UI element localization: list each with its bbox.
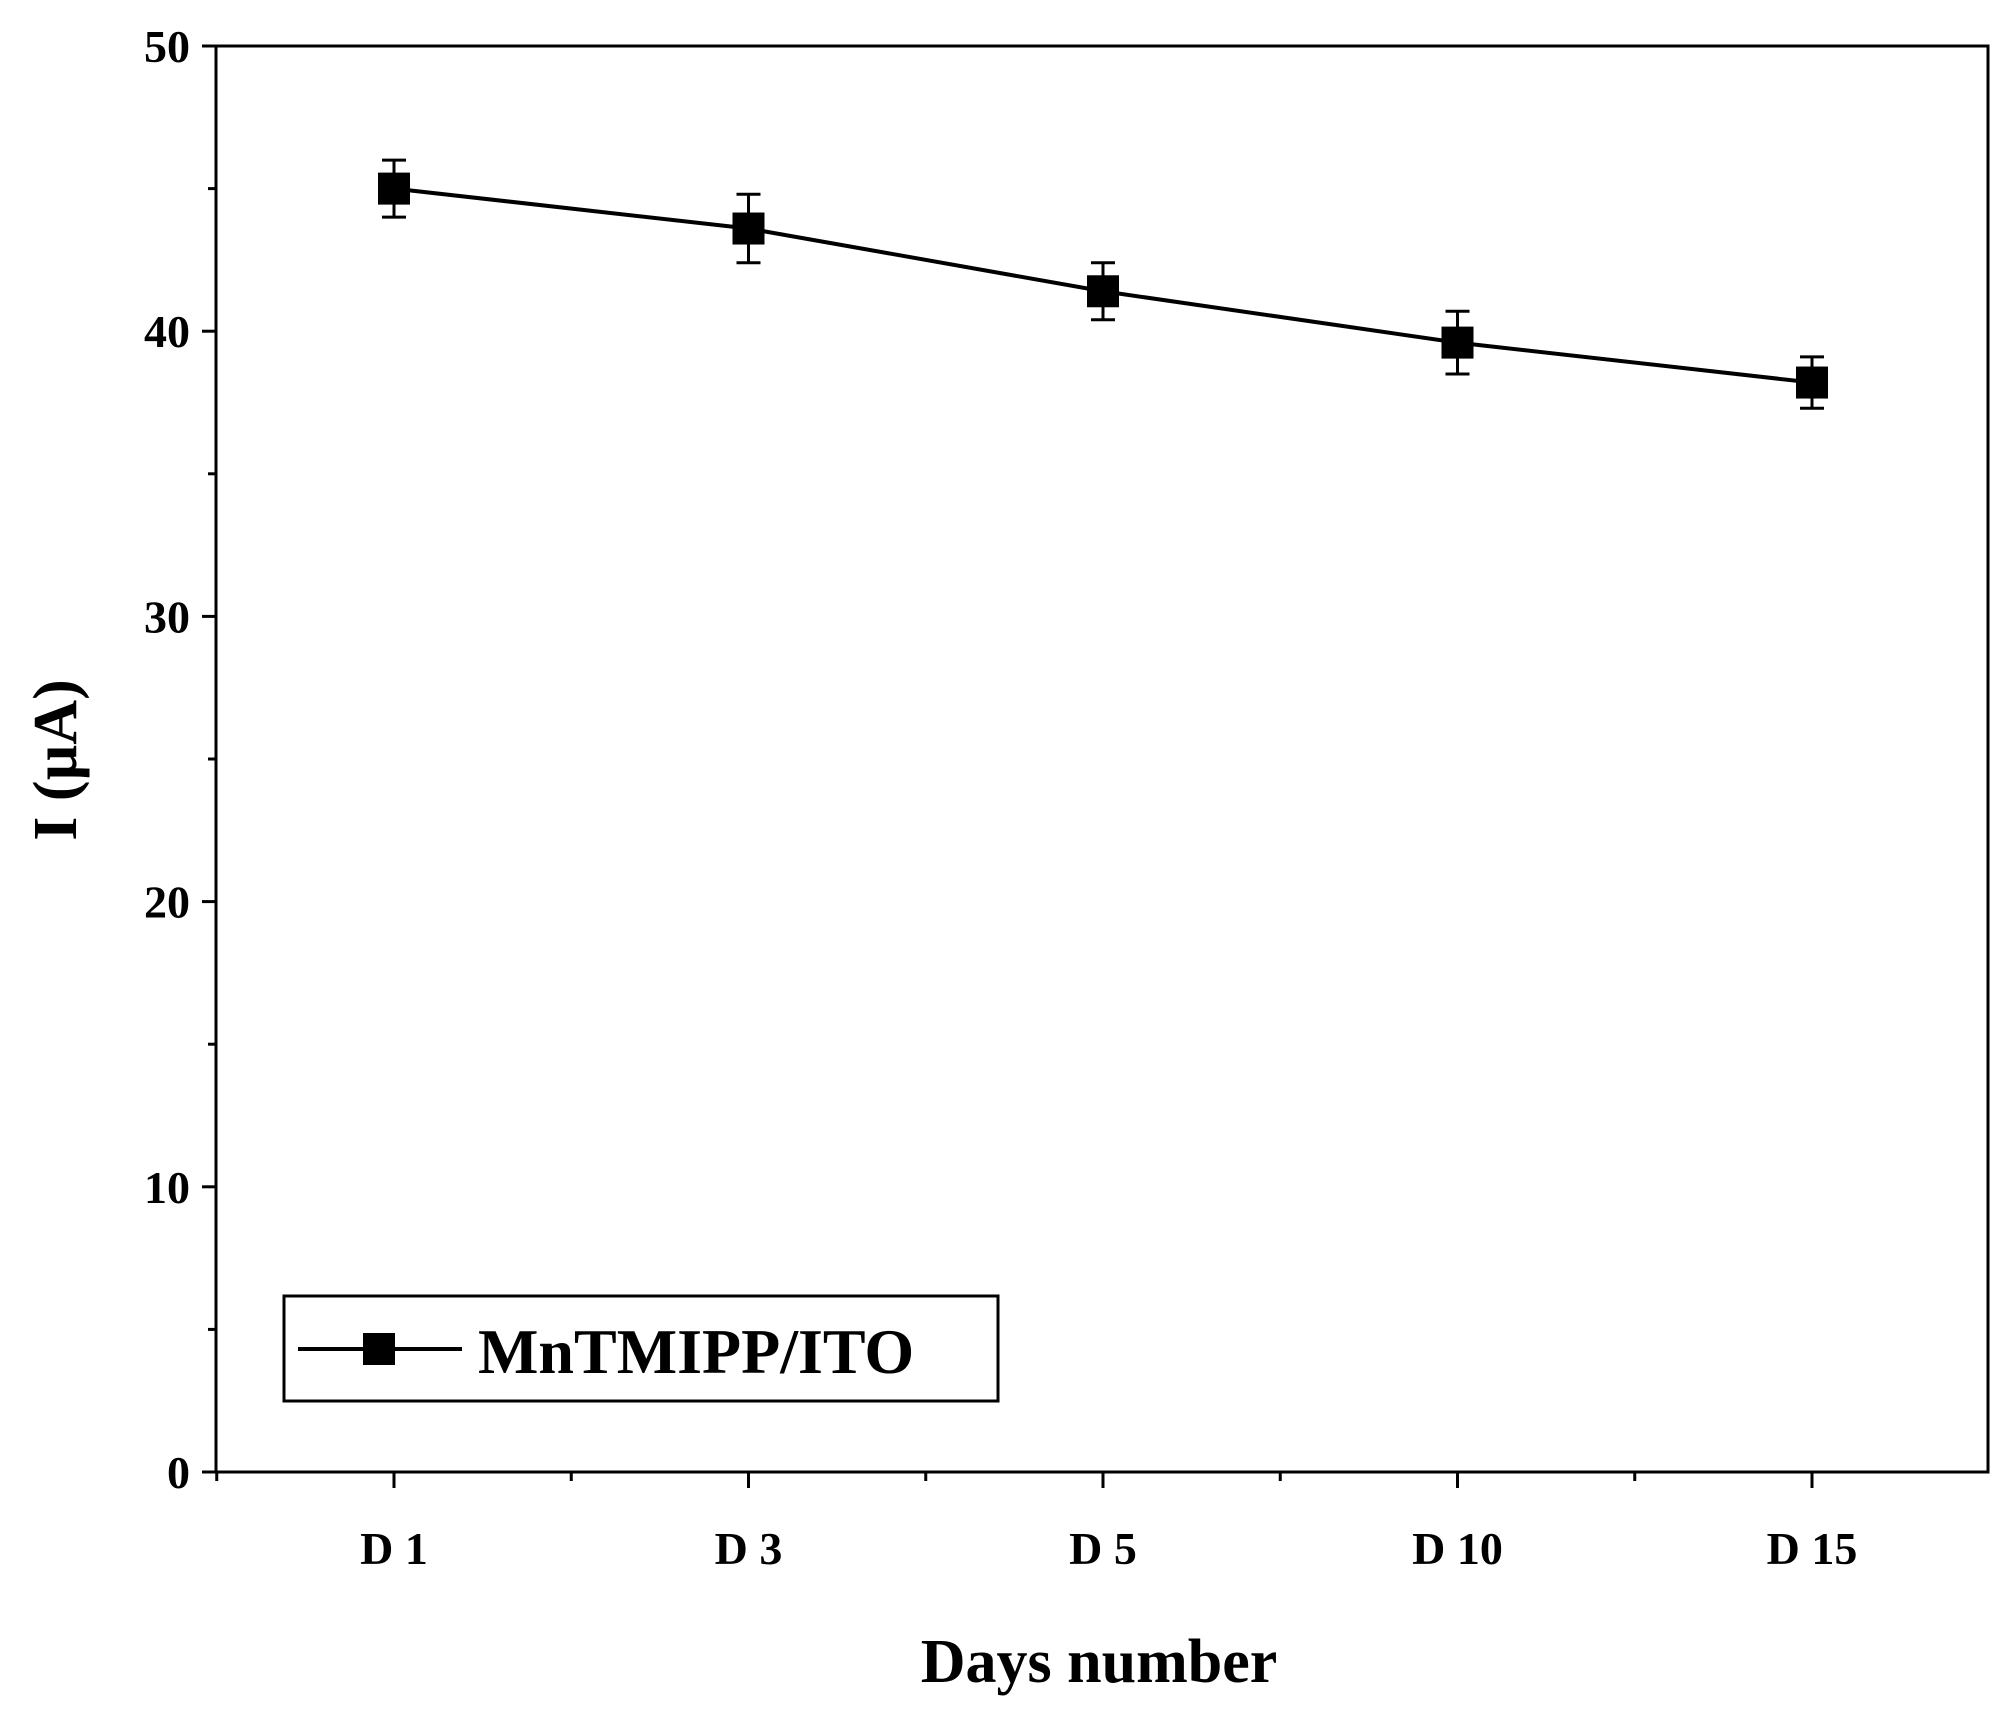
- x-tick-label: D 1: [360, 1523, 428, 1574]
- y-tick-label: 30: [144, 591, 190, 642]
- x-axis: D 1 D 3 D 5 D 10 D 15: [215, 1472, 1858, 1574]
- legend-label: MnTMIPP/ITO: [478, 1316, 914, 1387]
- x-axis-title: Days number: [921, 1628, 1278, 1696]
- y-tick-label: 0: [167, 1447, 190, 1498]
- data-point: [378, 172, 410, 205]
- plot-frame: [214, 44, 1990, 1474]
- x-tick-label: D 15: [1767, 1523, 1858, 1574]
- data-point: [1796, 366, 1828, 399]
- data-point: [732, 212, 765, 245]
- x-tick-label: D 10: [1412, 1523, 1503, 1574]
- data-point: [1087, 275, 1119, 308]
- legend-marker-sample: [363, 1333, 395, 1365]
- y-tick-label: 20: [144, 877, 190, 928]
- legend: MnTMIPP/ITO: [282, 1294, 1000, 1403]
- y-tick-label: 10: [144, 1162, 190, 1213]
- y-axis-title: I (µA): [22, 679, 90, 840]
- y-tick-label: 50: [144, 21, 190, 72]
- x-tick-label: D 3: [715, 1523, 783, 1574]
- y-axis: 0 10 20 30 40 50: [144, 21, 216, 1498]
- series-layer: [378, 158, 1828, 410]
- y-tick-label: 40: [144, 306, 190, 357]
- data-point: [1441, 326, 1474, 359]
- x-tick-label: D 5: [1069, 1523, 1137, 1574]
